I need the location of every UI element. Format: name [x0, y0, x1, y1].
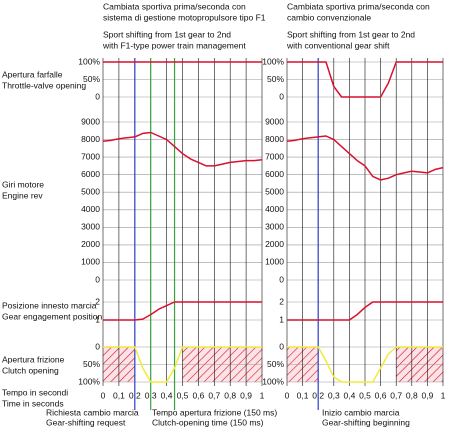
- y-tick-label: 2: [279, 296, 284, 306]
- row-label: Engine rev: [2, 190, 43, 200]
- y-tick-label: 9000: [81, 116, 100, 126]
- panel-subtitle: with F1-type power train management: [102, 40, 246, 50]
- gear-line: [287, 301, 443, 321]
- time-axis-label: Tempo in secondi: [2, 387, 68, 397]
- y-tick-label: 1: [279, 314, 284, 324]
- annotation: Clutch-opening time (150 ms): [152, 417, 264, 427]
- x-tick-label: 0,8: [224, 390, 236, 400]
- row-label: Apertura farfalle: [2, 69, 63, 79]
- annotation: Tempo apertura frizione (150 ms): [152, 407, 277, 417]
- y-tick-label: 50%: [83, 359, 100, 369]
- panel-subtitle: with conventional gear shift: [286, 40, 390, 50]
- x-tick-label: 0,1: [297, 390, 309, 400]
- row-label: Gear engagement position: [2, 311, 102, 321]
- row-label: Apertura frizione: [2, 354, 65, 364]
- x-tick-label: 1: [260, 390, 265, 400]
- annotation: Gear-shifting request: [46, 417, 126, 427]
- y-tick-label: 7000: [265, 151, 284, 161]
- panel-title: sistema di gestione motopropulsore tipo …: [103, 12, 266, 22]
- y-tick-label: 100%: [78, 376, 100, 386]
- y-tick-label: 9000: [265, 116, 284, 126]
- engine_rev-line: [102, 131, 263, 167]
- panel-subtitle: Sport shifting from 1st gear to 2nd: [103, 29, 231, 39]
- panel-subtitle: Sport shifting from 1st gear to 2nd: [287, 29, 415, 39]
- y-tick-label: 6000: [81, 169, 100, 179]
- y-tick-label: 2000: [81, 239, 100, 249]
- throttle-line: [287, 61, 443, 98]
- engine_rev-line: [286, 135, 444, 181]
- x-tick-label: 0,6: [375, 390, 387, 400]
- y-tick-label: 3000: [265, 222, 284, 232]
- y-tick-label: 100%: [262, 376, 284, 386]
- y-tick-label: 5000: [265, 186, 284, 196]
- y-tick-label: 5000: [81, 186, 100, 196]
- y-tick-label: 1: [95, 314, 100, 324]
- x-tick-label: 0,4: [343, 390, 355, 400]
- x-tick-label: 0,5: [359, 390, 371, 400]
- y-tick-label: 50%: [83, 74, 100, 84]
- y-tick-label: 4000: [81, 204, 100, 214]
- x-tick-label: 0: [285, 390, 290, 400]
- row-label: Clutch opening: [2, 365, 59, 375]
- x-tick-label: 0,7: [390, 390, 402, 400]
- y-tick-label: 50%: [267, 74, 284, 84]
- y-tick-label: 2000: [265, 239, 284, 249]
- y-tick-label: 0: [279, 91, 284, 101]
- row-label: Posizione innesto marcia: [2, 300, 97, 310]
- x-tick-label: 1: [441, 390, 446, 400]
- y-tick-label: 0: [279, 341, 284, 351]
- y-tick-label: 4000: [265, 204, 284, 214]
- row-label: Giri motore: [2, 179, 44, 189]
- x-tick-label: 0,8: [406, 390, 418, 400]
- y-tick-label: 0: [279, 274, 284, 284]
- y-tick-label: 1000: [265, 257, 284, 267]
- y-tick-label: 3000: [81, 222, 100, 232]
- panel-title: cambio convenzionale: [287, 12, 371, 22]
- y-tick-label: 0: [95, 341, 100, 351]
- annotation: Inizio cambio marcia: [322, 407, 400, 417]
- y-tick-label: 100%: [262, 56, 284, 66]
- x-tick-label: 0,9: [240, 390, 252, 400]
- row-label: Throttle-valve opening: [2, 80, 86, 90]
- y-tick-label: 0: [95, 91, 100, 101]
- x-tick-label: 0,7: [208, 390, 220, 400]
- panel-title: Cambiata sportiva prima/seconda con: [103, 1, 246, 11]
- x-tick-label: 0,6: [192, 390, 204, 400]
- y-tick-label: 0: [95, 274, 100, 284]
- y-tick-label: 100%: [78, 56, 100, 66]
- y-tick-label: 7000: [81, 151, 100, 161]
- x-tick-label: 0,9: [421, 390, 433, 400]
- y-tick-label: 1000: [81, 257, 100, 267]
- x-tick-label: 0,4: [161, 390, 173, 400]
- clutch-line: [103, 346, 262, 383]
- x-tick-label: 0: [101, 390, 106, 400]
- y-tick-label: 8000: [265, 134, 284, 144]
- annotation: Gear-shifting beginning: [322, 417, 410, 427]
- annotation: Richiesta cambio marcia: [46, 407, 139, 417]
- y-tick-label: 2: [95, 296, 100, 306]
- y-tick-label: 50%: [267, 359, 284, 369]
- x-tick-label: 0,3: [328, 390, 340, 400]
- y-tick-label: 6000: [265, 169, 284, 179]
- x-tick-label: 0,1: [113, 390, 125, 400]
- time-axis-label: Time in seconds: [2, 398, 64, 408]
- clutch-line: [287, 346, 443, 383]
- y-tick-label: 8000: [81, 134, 100, 144]
- gear-line: [103, 301, 262, 321]
- panel-title: Cambiata sportiva prima/seconda con: [287, 1, 430, 11]
- x-tick-label: 0,5: [177, 390, 189, 400]
